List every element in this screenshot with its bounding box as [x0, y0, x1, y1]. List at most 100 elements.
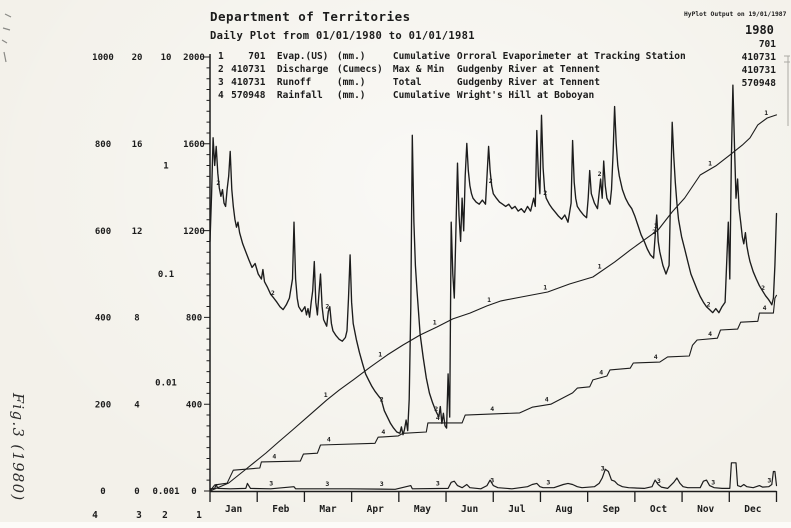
- series-4-marker: 4: [545, 396, 549, 404]
- month-label: Oct: [650, 504, 667, 515]
- station-number: 570948: [741, 78, 776, 89]
- series-2-marker: 2: [271, 289, 275, 297]
- y-tick-label: 0.01: [155, 379, 177, 389]
- month-label: Dec: [744, 504, 761, 515]
- year-label: 1980: [745, 23, 774, 37]
- legend-station: 410731: [231, 64, 266, 75]
- month-label: Jan: [225, 504, 242, 515]
- y-tick-label: 0: [100, 487, 105, 497]
- legend-series-number: 4: [218, 90, 224, 101]
- y-tick-label: 200: [95, 400, 111, 410]
- y-tick-label: 20: [132, 53, 143, 63]
- legend-stat: Total: [392, 77, 422, 88]
- scan-bottom-edge: [0, 522, 791, 528]
- page-subtitle: Daily Plot from 01/01/1980 to 01/01/1981: [210, 30, 475, 42]
- y-tick-label: 800: [95, 140, 111, 150]
- series-4-marker: 4: [654, 353, 658, 361]
- legend-location: Wright's Hill at Boboyan: [456, 90, 595, 101]
- y-tick-label: 8: [134, 314, 139, 324]
- series-3-marker: 3: [711, 479, 715, 487]
- series-3-marker: 3: [325, 480, 329, 488]
- legend-stat: Cumulative: [392, 90, 451, 101]
- axis-id-label: 4: [92, 510, 98, 521]
- y-tick-label: 1000: [92, 53, 114, 63]
- legend-row: 3 410731 Runoff (mm.) Total Gudgenby River …: [218, 77, 600, 88]
- series-4-marker: 4: [272, 453, 276, 461]
- series-4-marker: 4: [381, 428, 385, 436]
- series-4-marker: 4: [763, 304, 767, 312]
- series-3-line: [209, 462, 778, 490]
- series-2-marker: 2: [216, 179, 220, 187]
- y-tick-label: 10: [161, 53, 172, 63]
- legend-unit: (Cumecs): [336, 64, 383, 75]
- legend-station: 570948: [231, 90, 266, 101]
- y-tick-label: 0: [134, 487, 139, 497]
- series-1-marker: 1: [543, 283, 547, 291]
- series-3-marker: 3: [601, 465, 605, 473]
- y-axis-ticks: [204, 56, 210, 492]
- legend-row: 2 410731 Discharge (Cumecs) Max & Min Gudge…: [218, 64, 600, 75]
- legend-stat: Max & Min: [392, 64, 445, 75]
- legend-series-number: 3: [218, 77, 224, 88]
- series-3-marker: 3: [767, 477, 771, 485]
- legend-series-number: 1: [218, 51, 224, 62]
- y-tick-label: 1: [163, 162, 168, 172]
- series-2-marker: 2: [325, 303, 329, 311]
- month-label: Aug: [555, 504, 572, 515]
- legend-param: Discharge: [276, 64, 329, 75]
- legend-location: Gudgenby River at Tennent: [456, 77, 600, 88]
- series-3-marker: 3: [546, 479, 550, 487]
- month-ticks: [209, 491, 778, 502]
- axis-id-label: 2: [162, 510, 168, 521]
- series-4-marker: 4: [599, 368, 603, 376]
- y-tick-label: 4: [134, 400, 140, 410]
- series-2-marker: 2: [489, 177, 493, 185]
- series-2-line: [209, 84, 778, 436]
- series-1-marker: 1: [487, 296, 491, 304]
- legend-row: 1 701 Evap.(US) (mm.) Cumulative Orroral Ev…: [218, 51, 686, 62]
- y-tick-label: 0: [191, 487, 196, 497]
- series-1-marker: 1: [378, 350, 382, 358]
- hyplot-output-note: HyPlot Output on 19/01/1987: [684, 11, 787, 18]
- month-label: Apr: [367, 504, 384, 515]
- legend-station: 410731: [231, 77, 266, 88]
- series-1-marker: 1: [654, 222, 658, 230]
- legend-series-number: 2: [218, 64, 224, 75]
- series-2-marker: 2: [652, 228, 656, 236]
- y-tick-label: 400: [95, 314, 111, 324]
- series-1-line: [209, 114, 778, 492]
- month-label: Sep: [603, 504, 620, 515]
- scan-edge-marks: [784, 55, 790, 126]
- series-2-marker: 2: [761, 284, 765, 292]
- y-tick-label: 0.001: [152, 487, 179, 497]
- legend-station: 701: [248, 51, 266, 62]
- legend-param: Evap.(US): [276, 51, 329, 62]
- y-tick-label: 2000: [183, 53, 205, 63]
- y-tick-label: 0.1: [158, 270, 174, 280]
- month-label: Nov: [697, 504, 714, 515]
- legend-location: Orroral Evaporimeter at Tracking Station: [456, 51, 686, 62]
- series-4-marker: 4: [490, 405, 494, 413]
- station-number: 701: [758, 39, 776, 50]
- legend-unit: (mm.): [336, 77, 366, 88]
- series-3-marker: 3: [380, 480, 384, 488]
- series-2-marker: 2: [598, 170, 602, 178]
- station-number: 410731: [741, 52, 776, 63]
- legend-param: Rainfall: [276, 90, 323, 101]
- series-2-marker: 2: [380, 396, 384, 404]
- legend-unit: (mm.): [336, 90, 366, 101]
- series-1-marker: 1: [764, 109, 768, 117]
- series-4-marker: 4: [327, 436, 331, 444]
- page-title: Department of Territories: [210, 9, 411, 24]
- series-1-marker: 1: [433, 319, 437, 327]
- axis-id-label: 3: [136, 510, 142, 521]
- month-label: Jun: [461, 504, 478, 515]
- axis-id-label: 1: [196, 510, 202, 521]
- legend-stat: Cumulative: [392, 51, 451, 62]
- y-tick-label: 1200: [183, 227, 205, 237]
- y-tick-label: 16: [132, 140, 143, 150]
- series-4-marker: 4: [436, 414, 440, 422]
- series-3-marker: 3: [657, 477, 661, 485]
- month-label: Jul: [508, 504, 525, 515]
